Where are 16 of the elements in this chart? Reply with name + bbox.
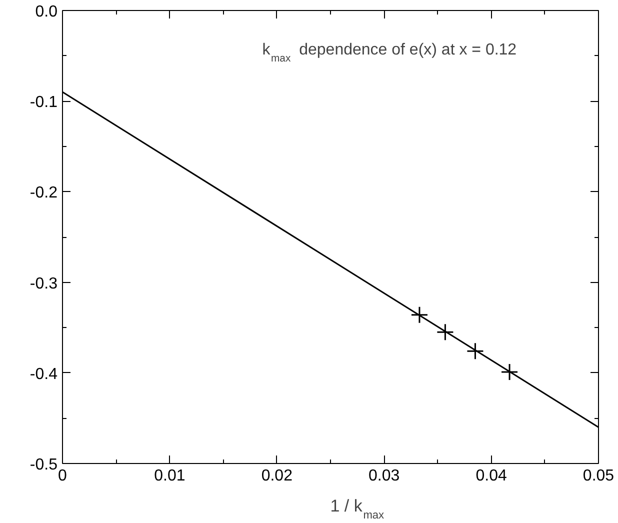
y-tick-label: -0.5 (30, 456, 58, 474)
y-tick-label: -0.2 (30, 184, 58, 202)
x-tick-label: 0.01 (154, 468, 186, 484)
x-tick-label: 0 (58, 468, 68, 484)
y-tick-label: -0.4 (30, 366, 58, 383)
x-tick-label: 0.03 (368, 468, 400, 484)
y-tick-label: 0.0 (35, 4, 58, 20)
point (410, 306, 428, 324)
x-tick-label: 0.04 (476, 468, 507, 484)
y-tick-label: -0.3 (30, 275, 58, 292)
point (466, 342, 484, 360)
x-tick-label: 0.02 (261, 468, 293, 484)
point (500, 363, 518, 381)
x-tick-label: 0.05 (582, 468, 614, 484)
y-tick-label: -0.1 (30, 94, 58, 112)
point (436, 323, 454, 341)
